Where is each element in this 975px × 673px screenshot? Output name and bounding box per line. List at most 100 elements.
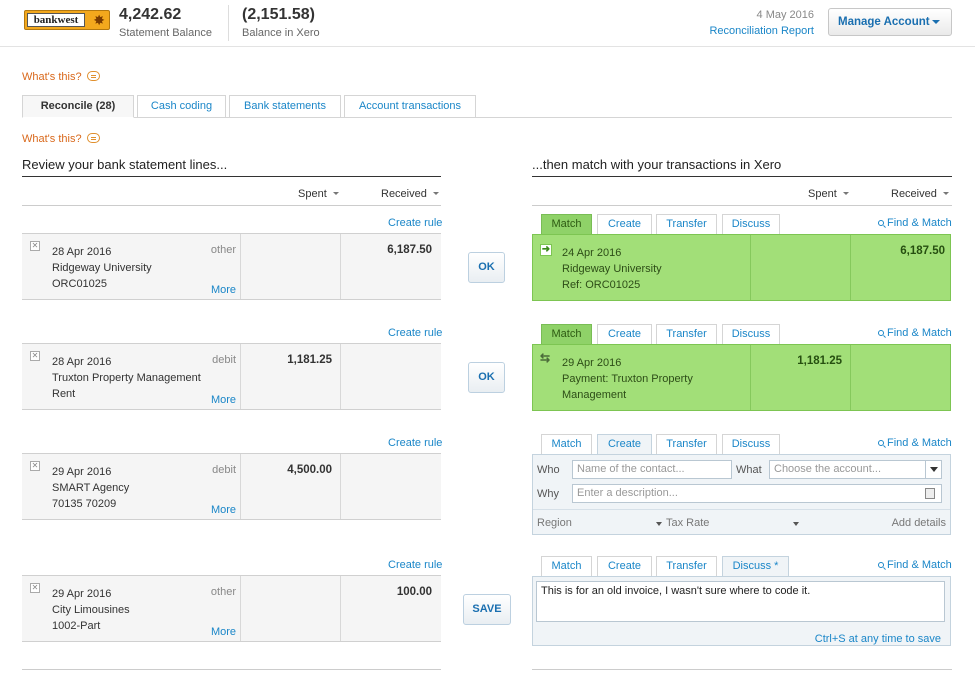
statement-date: 4 May 2016	[756, 9, 814, 21]
what-account-select[interactable]: Choose the account...	[769, 460, 942, 479]
match-panel[interactable]: ⇆ 29 Apr 2016 Payment: Truxton Property …	[532, 344, 951, 411]
match-received	[851, 345, 951, 410]
notes-icon[interactable]	[925, 488, 935, 499]
manage-account-button[interactable]: Manage Account	[828, 8, 952, 36]
tab-transfer[interactable]: Transfer	[656, 434, 717, 454]
search-icon	[878, 220, 884, 226]
find-and-match-link[interactable]: Find & Match	[878, 559, 952, 571]
left-title-rule	[22, 176, 441, 177]
create-rule-link[interactable]: Create rule	[388, 327, 443, 339]
statement-line: ✕ 29 Apr 2016 City Limousines 1002-Part …	[22, 575, 441, 642]
left-spent-sort[interactable]: Spent	[298, 188, 339, 200]
sort-caret-icon	[332, 192, 339, 195]
why-description-input[interactable]: Enter a description...	[572, 484, 942, 503]
right-header-rule	[532, 205, 952, 206]
more-link[interactable]: More	[210, 626, 236, 638]
tab-cash-coding[interactable]: Cash coding	[137, 95, 226, 118]
create-transaction-panel: Who Name of the contact... What Choose t…	[532, 454, 951, 535]
close-icon[interactable]: ✕	[30, 351, 40, 361]
close-icon[interactable]: ✕	[30, 461, 40, 471]
statement-date: 28 Apr 2016	[52, 246, 112, 258]
statement-type: other	[210, 244, 236, 256]
why-label: Why	[537, 488, 559, 500]
statement-received	[341, 344, 441, 409]
tab-create[interactable]: Create	[597, 324, 652, 344]
create-rule-link[interactable]: Create rule	[388, 437, 443, 449]
statement-spent: 4,500.00	[241, 454, 341, 519]
statement-payee: Truxton Property Management	[52, 372, 201, 384]
tab-discuss[interactable]: Discuss *	[722, 556, 789, 577]
more-link[interactable]: More	[210, 394, 236, 406]
reconciliation-report-link[interactable]: Reconciliation Report	[709, 25, 814, 37]
whats-this-label: What's this?	[22, 71, 82, 83]
statement-spent	[241, 234, 341, 299]
ok-button[interactable]: OK	[468, 252, 505, 283]
sort-caret-icon	[432, 192, 439, 195]
tab-transfer[interactable]: Transfer	[656, 214, 717, 234]
tab-create[interactable]: Create	[597, 434, 652, 455]
discuss-textarea[interactable]: This is for an old invoice, I wasn't sur…	[536, 581, 945, 622]
statement-type: other	[210, 586, 236, 598]
tab-account-transactions[interactable]: Account transactions	[344, 95, 476, 118]
tab-match[interactable]: Match	[541, 324, 592, 344]
statement-date: 28 Apr 2016	[52, 356, 112, 368]
tab-match[interactable]: Match	[541, 556, 592, 576]
more-link[interactable]: More	[210, 504, 236, 516]
manage-account-label: Manage Account	[838, 16, 930, 28]
tab-transfer[interactable]: Transfer	[656, 324, 717, 344]
close-icon[interactable]: ✕	[30, 241, 40, 251]
tab-discuss[interactable]: Discuss	[722, 434, 780, 454]
tab-bank-statements[interactable]: Bank statements	[229, 95, 341, 118]
find-and-match-link[interactable]: Find & Match	[878, 327, 952, 339]
statement-payee: SMART Agency	[52, 482, 130, 494]
tab-create[interactable]: Create	[597, 556, 652, 576]
ok-button[interactable]: OK	[468, 362, 505, 393]
statement-reference: 70135 70209	[52, 498, 117, 510]
statement-received: 100.00	[396, 586, 432, 598]
who-input[interactable]: Name of the contact...	[572, 460, 732, 479]
tab-match[interactable]: Match	[541, 214, 592, 234]
left-received-sort[interactable]: Received	[381, 188, 439, 200]
find-and-match-link[interactable]: Find & Match	[878, 217, 952, 229]
whats-this-link-top[interactable]: What's this?	[22, 71, 100, 83]
find-and-match-link[interactable]: Find & Match	[878, 437, 952, 449]
match-received: 6,187.50	[900, 245, 945, 257]
statement-line: ✕ 28 Apr 2016 Truxton Property Managemen…	[22, 343, 441, 410]
statement-spent	[241, 576, 341, 641]
statement-spent: 1,181.25	[241, 344, 341, 409]
statement-payee: Ridgeway University	[52, 262, 152, 274]
statement-balance-value: 4,242.62	[119, 6, 182, 23]
create-rule-link[interactable]: Create rule	[388, 217, 443, 229]
xero-balance-label: Balance in Xero	[242, 27, 320, 39]
chevron-down-icon	[925, 461, 941, 478]
more-link[interactable]: More	[210, 284, 236, 296]
right-spent-sort[interactable]: Spent	[808, 188, 849, 200]
whats-this-link-reconcile[interactable]: What's this?	[22, 133, 100, 145]
right-received-sort[interactable]: Received	[891, 188, 949, 200]
statement-date: 29 Apr 2016	[52, 588, 112, 600]
tab-transfer[interactable]: Transfer	[656, 556, 717, 576]
bank-logo-wordmark: bankwest	[27, 13, 85, 27]
add-details-link[interactable]: Add details	[891, 517, 946, 529]
statement-type: debit	[212, 354, 236, 366]
tabs-baseline	[22, 117, 952, 118]
what-label: What	[736, 464, 762, 476]
tab-reconcile[interactable]: Reconcile (28)	[22, 95, 134, 118]
next-row-edge	[532, 669, 952, 670]
tab-create[interactable]: Create	[597, 214, 652, 234]
statement-reference: ORC01025	[52, 278, 108, 290]
statement-reference: 1002-Part	[52, 620, 101, 632]
create-rule-link[interactable]: Create rule	[388, 559, 443, 571]
sort-caret-icon	[842, 192, 849, 195]
tax-rate-select[interactable]: Tax Rate	[666, 517, 799, 529]
chevron-down-icon	[932, 20, 940, 24]
tab-discuss[interactable]: Discuss	[722, 324, 780, 344]
save-button[interactable]: SAVE	[463, 594, 511, 625]
tab-discuss[interactable]: Discuss	[722, 214, 780, 234]
region-select[interactable]: Region	[537, 517, 662, 529]
close-icon[interactable]: ✕	[30, 583, 40, 593]
match-panel[interactable]: ➜ 24 Apr 2016 Ridgeway University Ref: O…	[532, 234, 951, 301]
whats-this-label: What's this?	[22, 133, 82, 145]
tab-match[interactable]: Match	[541, 434, 592, 454]
match-spent: 1,181.25	[751, 345, 851, 410]
